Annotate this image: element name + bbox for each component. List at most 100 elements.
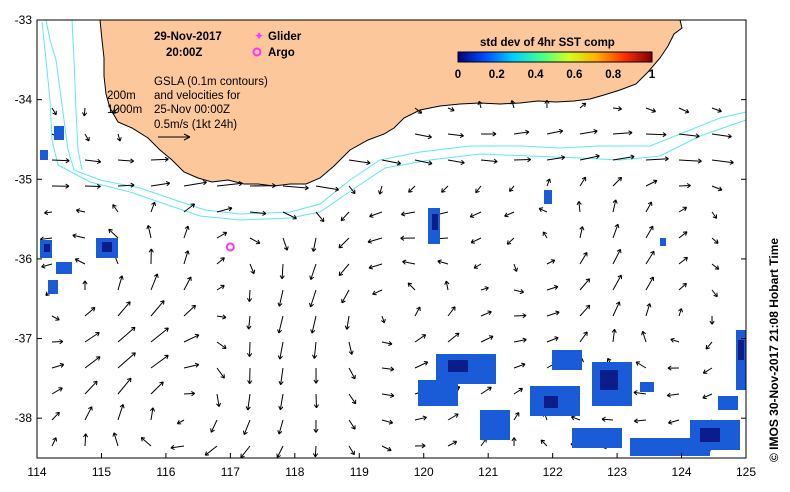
velocity-arrow: [678, 231, 688, 239]
velocity-arrow: [678, 107, 690, 114]
gsla-line-1: GSLA (0.1m contours): [154, 76, 268, 88]
velocity-arrow: [513, 157, 532, 163]
velocity-arrow: [612, 248, 622, 265]
y-tick-label: -37: [15, 332, 33, 346]
gsla-line-2: and velocities for: [154, 90, 240, 102]
isobath-contours: [41, 19, 747, 221]
velocity-arrow: [513, 289, 525, 295]
isobath-inner: [71, 19, 83, 171]
velocity-arrow: [150, 156, 169, 162]
velocity-arrow: [579, 129, 598, 135]
velocity-arrow: [112, 107, 119, 115]
isobath-1000m: [41, 21, 747, 221]
velocity-arrow: [641, 330, 647, 343]
velocity-arrow: [538, 207, 548, 213]
marker-legend: ✦ Glider Argo: [252, 29, 302, 59]
velocity-arrow: [447, 159, 465, 165]
velocity-arrow: [480, 158, 498, 164]
velocity-arrow: [348, 159, 371, 166]
y-axis: -33 -34 -35 -36 -37 -38: [15, 13, 746, 425]
x-tick-label: 119: [350, 465, 369, 479]
velocity-arrow: [282, 211, 297, 220]
velocity-arrow: [183, 250, 190, 265]
colorbar-tick-label: 0.4: [528, 69, 545, 81]
velocity-arrow: [611, 328, 617, 343]
velocity-arrow: [216, 341, 227, 349]
velocity-arrow: [612, 106, 623, 112]
velocity-arrow: [414, 133, 432, 140]
velocity-arrow: [513, 337, 527, 343]
velocity-arrow: [546, 310, 560, 317]
velocity-arrow: [711, 211, 718, 219]
velocity-arrow: [678, 183, 691, 189]
velocity-arrow: [469, 211, 482, 218]
map-frame: [36, 19, 747, 459]
velocity-arrow: [576, 200, 582, 213]
velocity-arrow: [117, 377, 132, 395]
velocity-arrow: [117, 404, 125, 421]
velocity-arrow: [247, 367, 253, 385]
velocity-arrow: [513, 313, 527, 319]
velocity-arrow: [709, 315, 715, 325]
x-tick-label: 122: [543, 465, 563, 479]
velocity-arrow: [447, 413, 459, 421]
velocity-arrow: [579, 331, 588, 343]
sst-patch-west-36: [40, 126, 118, 294]
velocity-arrow: [183, 180, 207, 187]
velocity-arrow: [414, 107, 423, 114]
x-tick-label: 117: [221, 465, 240, 479]
velocity-arrow: [579, 304, 591, 317]
velocity-arrow: [348, 367, 356, 380]
velocity-arrow: [82, 280, 88, 290]
velocity-arrow: [612, 274, 623, 291]
velocity-arrow: [702, 367, 713, 374]
velocity-arrow: [447, 107, 455, 112]
colorbar-tick-label: 0.6: [566, 69, 582, 81]
velocity-arrow: [506, 237, 515, 245]
velocity-arrow: [84, 406, 93, 421]
velocity-arrow: [546, 285, 559, 291]
velocity-arrow: [612, 130, 633, 136]
velocity-arrow: [546, 336, 559, 343]
velocity-arrow: [678, 133, 700, 139]
velocity-arrows: [39, 99, 734, 459]
velocity-arrow: [579, 278, 591, 291]
velocity-arrow: [670, 337, 680, 343]
velocity-arrow: [84, 133, 90, 142]
velocity-arrow: [216, 180, 243, 187]
velocity-arrow: [447, 306, 456, 317]
velocity-arrow: [348, 341, 354, 355]
velocity-arrow: [240, 445, 251, 459]
velocity-arrow: [414, 306, 421, 317]
velocity-arrow: [204, 445, 218, 456]
velocity-arrow: [437, 259, 449, 265]
velocity-arrow: [112, 432, 119, 447]
velocity-arrow: [140, 437, 152, 447]
velocity-arrow: [369, 211, 383, 218]
velocity-arrow: [546, 178, 551, 187]
velocity-arrow: [579, 102, 587, 109]
velocity-arrow: [414, 443, 426, 449]
argo-label: Argo: [268, 47, 295, 59]
x-tick-label: 118: [285, 465, 304, 479]
y-tick-label: -34: [15, 93, 33, 107]
velocity-arrow: [540, 439, 548, 447]
velocity-arrow: [338, 263, 350, 277]
velocity-arrow: [645, 156, 669, 162]
velocity-arrow: [381, 392, 395, 398]
velocity-arrow: [378, 185, 383, 195]
velocity-arrow: [678, 256, 688, 265]
velocity-arrow: [315, 185, 340, 192]
velocity-arrow: [146, 224, 152, 239]
velocity-arrow: [381, 366, 395, 372]
velocity-arrow: [480, 286, 489, 292]
velocity-arrow: [183, 203, 196, 213]
velocity-arrow: [612, 301, 621, 317]
velocity-arrow: [579, 226, 585, 239]
velocity-arrow: [645, 276, 655, 291]
velocity-arrow: [84, 158, 102, 165]
velocity-arrow: [711, 107, 722, 113]
velocity-arrow: [150, 273, 159, 291]
velocity-arrow: [277, 419, 284, 435]
velocity-arrow: [183, 276, 192, 291]
